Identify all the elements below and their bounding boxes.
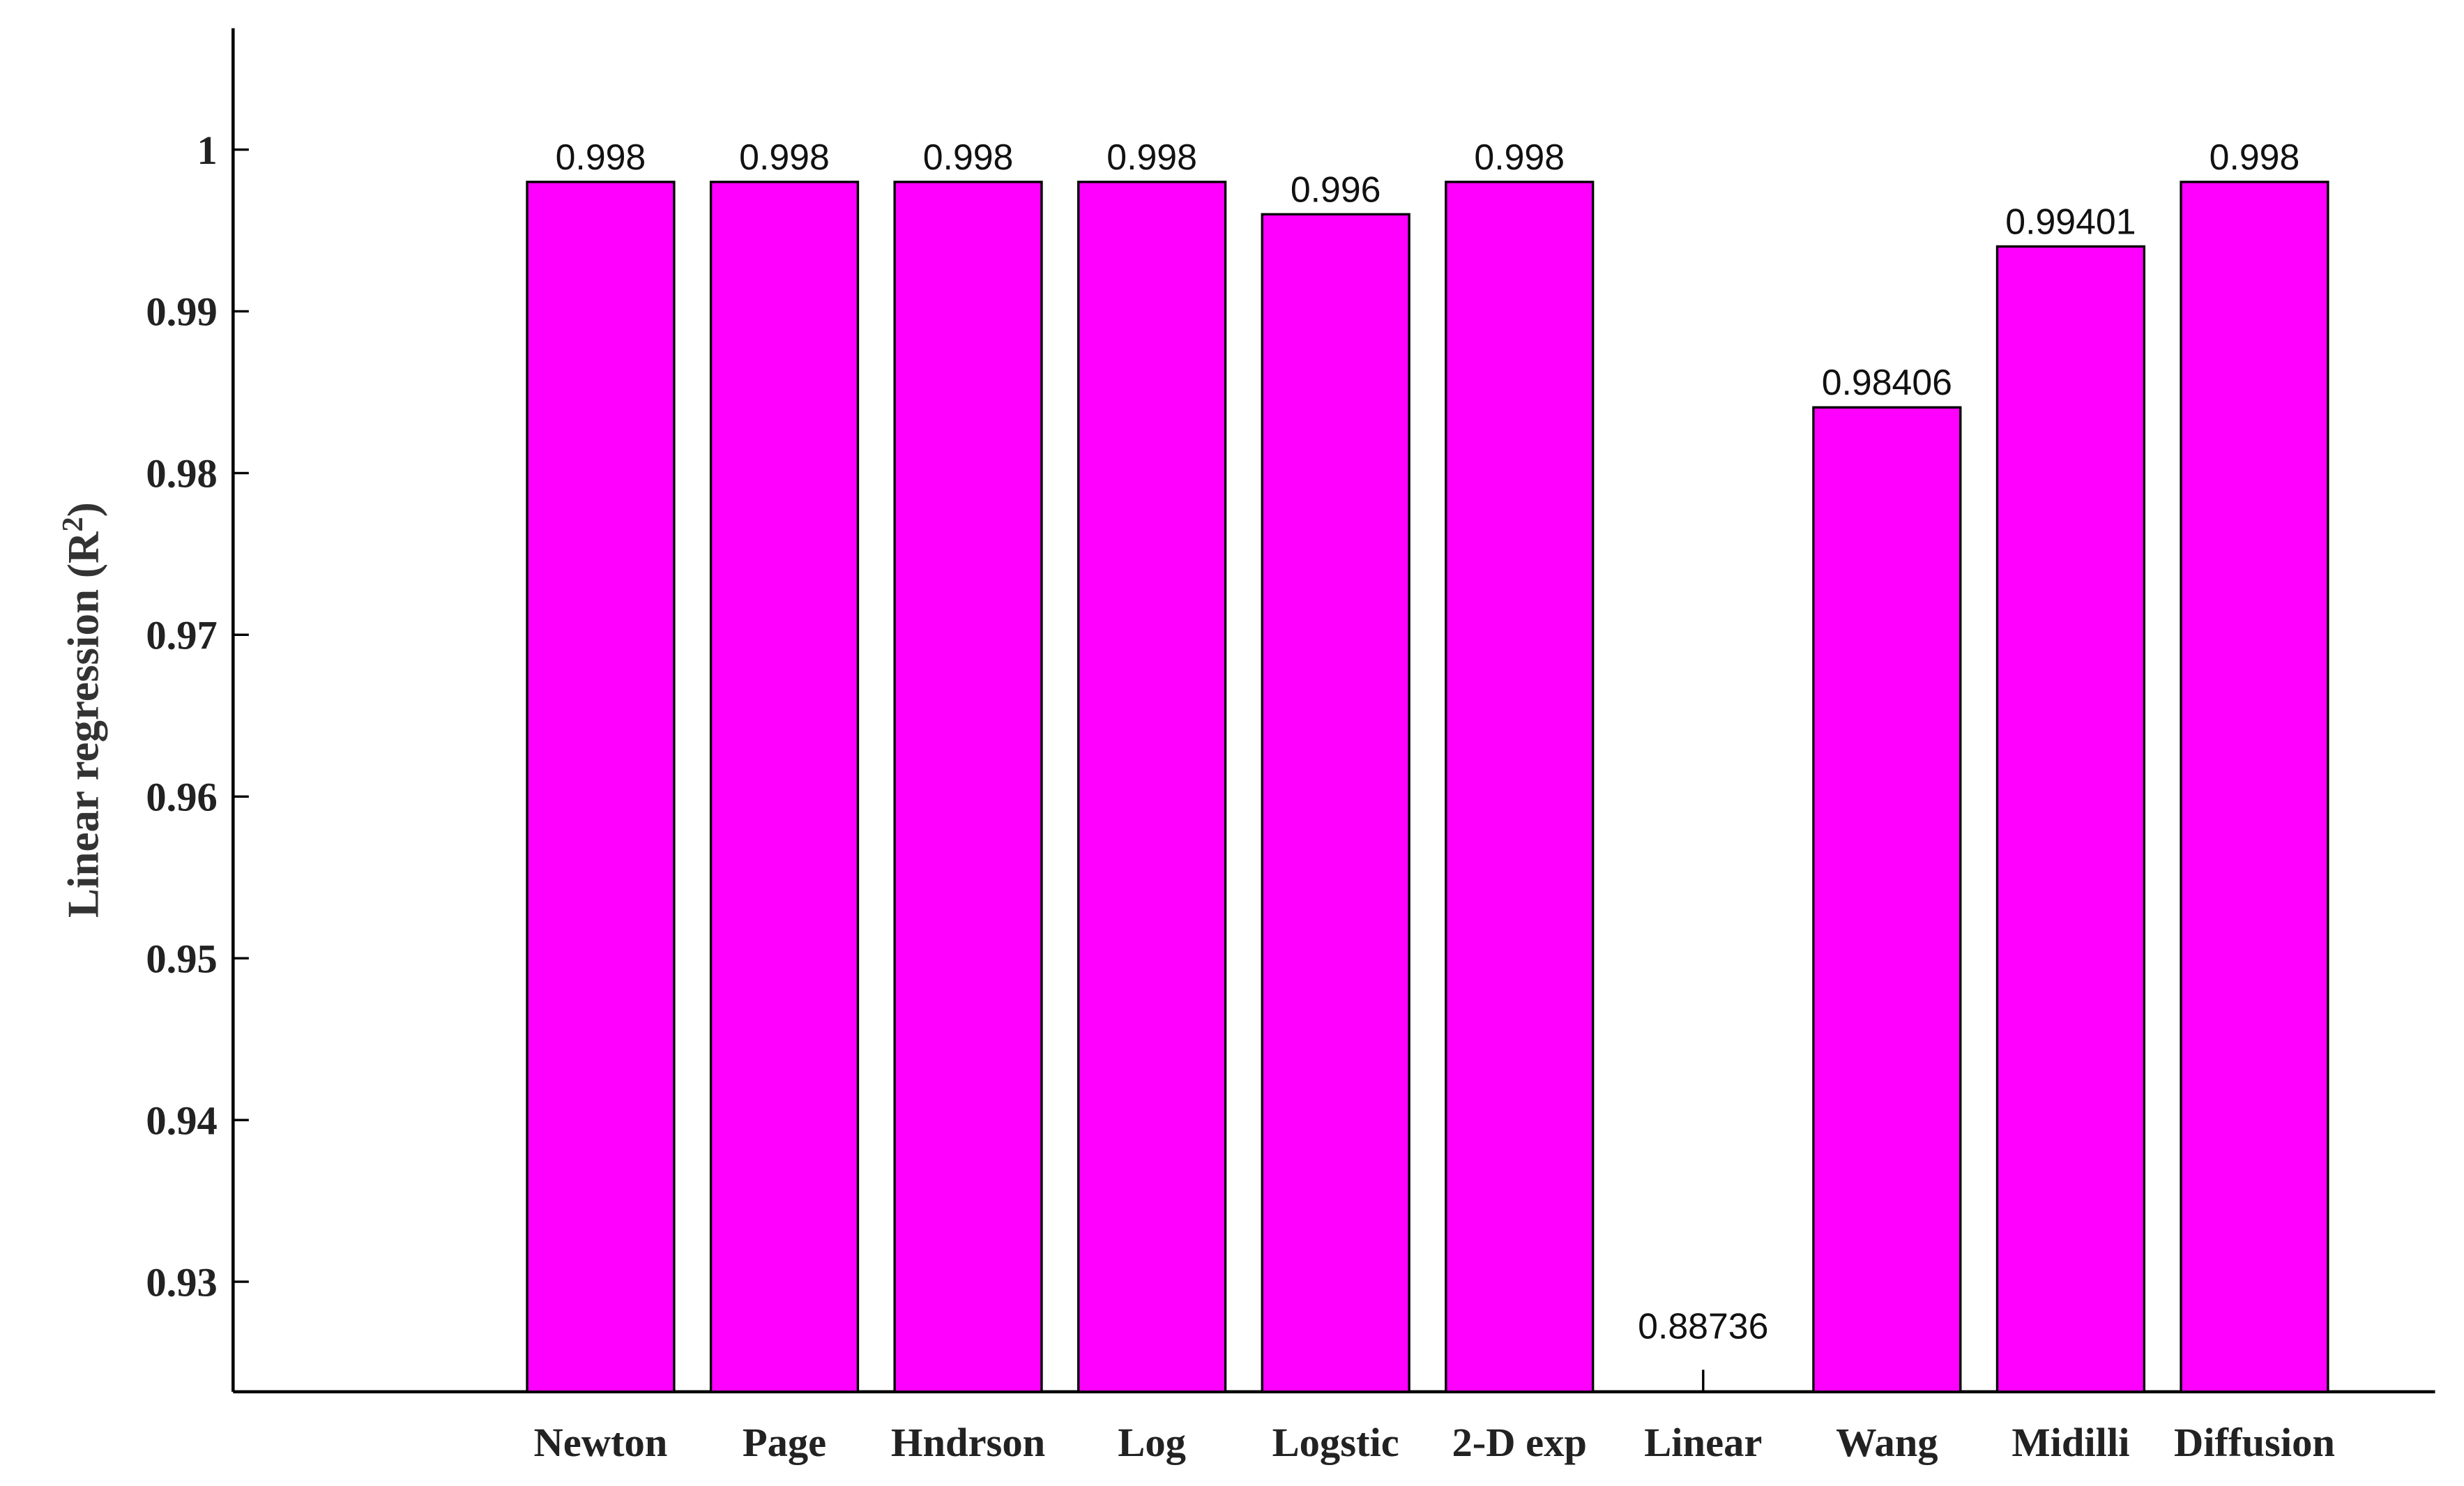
x-tick-label: Diffusion bbox=[2174, 1420, 2335, 1465]
y-tick-label: 0.96 bbox=[146, 775, 217, 820]
y-tick-label: 0.98 bbox=[146, 451, 217, 496]
y-tick-label: 0.95 bbox=[146, 937, 217, 982]
x-tick-label: Wang bbox=[1836, 1420, 1938, 1465]
x-tick-label: 2-D exp bbox=[1452, 1420, 1587, 1465]
x-tick-label: Hndrson bbox=[891, 1420, 1045, 1465]
y-axis-label-superscript: 2 bbox=[56, 517, 89, 531]
value-label: 0.998 bbox=[923, 137, 1014, 177]
y-axis-label: Linear regression (R2) bbox=[56, 502, 108, 918]
value-label: 0.998 bbox=[1106, 137, 1197, 177]
bar bbox=[1445, 181, 1595, 1393]
value-label: 0.99401 bbox=[2005, 201, 2136, 241]
y-axis-label-text: Linear regression (R bbox=[59, 531, 108, 918]
value-label: 0.998 bbox=[2210, 137, 2300, 177]
y-tick-label: 0.97 bbox=[146, 613, 217, 658]
value-label: 0.998 bbox=[556, 137, 646, 177]
value-label: 0.98406 bbox=[1822, 362, 1952, 402]
x-tick-label: Linear bbox=[1644, 1420, 1762, 1465]
value-label: 0.998 bbox=[1474, 137, 1565, 177]
y-tick-label: 0.99 bbox=[146, 289, 217, 335]
value-label: 0.996 bbox=[1291, 169, 1381, 209]
bar bbox=[526, 181, 676, 1393]
x-tick-label: Logstic bbox=[1272, 1420, 1399, 1465]
value-label: 0.998 bbox=[739, 137, 830, 177]
y-tick-label: 0.94 bbox=[146, 1098, 217, 1143]
x-tick-label: Newton bbox=[533, 1420, 667, 1465]
bar bbox=[1812, 406, 1962, 1393]
bar bbox=[2180, 181, 2329, 1393]
value-label: 0.88736 bbox=[1638, 1305, 1768, 1346]
x-tick-label: Page bbox=[743, 1420, 826, 1465]
bar bbox=[1995, 245, 2146, 1393]
bar bbox=[893, 181, 1043, 1393]
x-tick-label: Log bbox=[1118, 1420, 1186, 1465]
y-tick-label: 0.93 bbox=[146, 1259, 217, 1305]
bar bbox=[1261, 213, 1410, 1393]
bar bbox=[709, 181, 860, 1393]
y-tick-label: 1 bbox=[197, 128, 218, 173]
y-axis-label-suffix: ) bbox=[59, 502, 108, 517]
x-tick-label: Midilli bbox=[2011, 1420, 2129, 1465]
bar bbox=[1077, 181, 1227, 1393]
